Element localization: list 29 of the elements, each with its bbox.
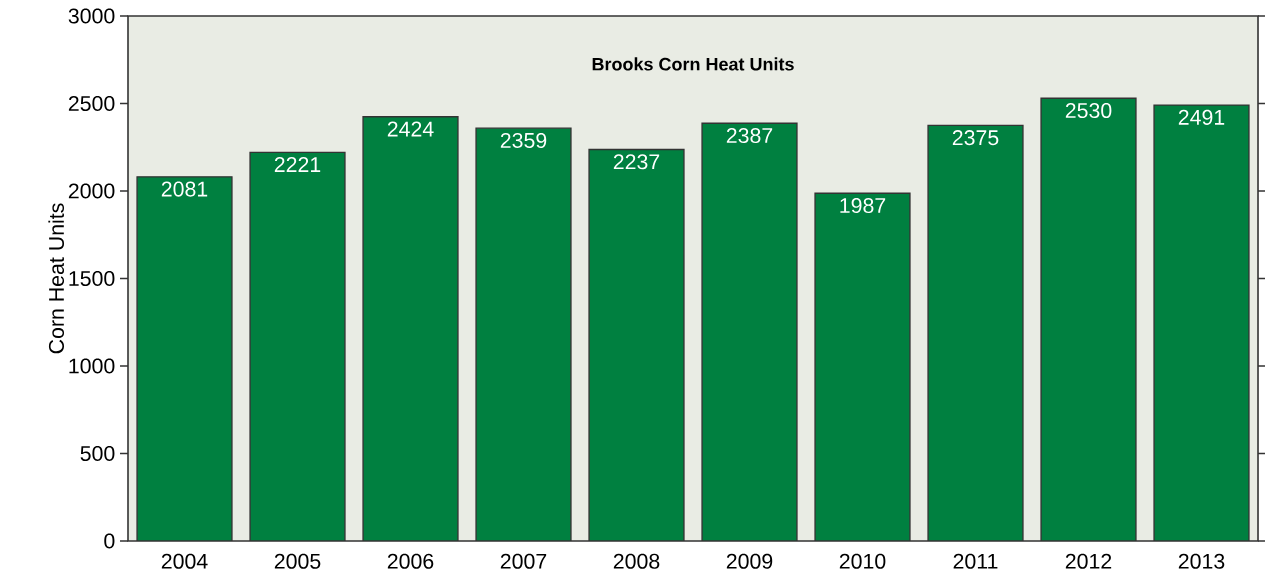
data-label: 2424 [387, 121, 434, 137]
y-tick-label: 500 [80, 445, 115, 462]
x-tick-label: 2012 [1065, 553, 1112, 569]
text: Brooks Corn Heat Units [592, 57, 794, 71]
y-tick-label: 3000 [68, 8, 115, 24]
x-tick-label: 2004 [161, 553, 208, 569]
data-label: 2221 [274, 157, 321, 172]
y-tick-label: 2000 [68, 183, 115, 199]
data-label: 2530 [1065, 102, 1112, 119]
data-label: 2387 [726, 127, 773, 144]
data-label: 2237 [613, 154, 660, 170]
x-tick-label: 2011 [953, 553, 998, 569]
x-tick-label: 2007 [500, 553, 547, 569]
x-tick-label: 2005 [274, 553, 321, 569]
x-tick-label: 2013 [1178, 553, 1225, 569]
x-tick-label: 2008 [613, 553, 660, 569]
data-label: 2375 [952, 130, 999, 146]
y-axis-title: Corn Heat Units [48, 203, 65, 354]
y-tick-label: 2500 [68, 95, 115, 112]
data-label: 1987 [840, 197, 886, 214]
y-tick-label: 0 [104, 533, 115, 549]
data-label: 2491 [1178, 109, 1225, 125]
y-tick-label: 1000 [69, 358, 115, 374]
x-tick-label: 2006 [387, 553, 434, 569]
y-tick-label: 1500 [69, 270, 115, 287]
x-tick-label: 2009 [726, 553, 773, 569]
data-label: 2081 [161, 181, 208, 197]
x-tick-label: 2010 [839, 553, 886, 569]
data-label: 2359 [500, 132, 547, 148]
